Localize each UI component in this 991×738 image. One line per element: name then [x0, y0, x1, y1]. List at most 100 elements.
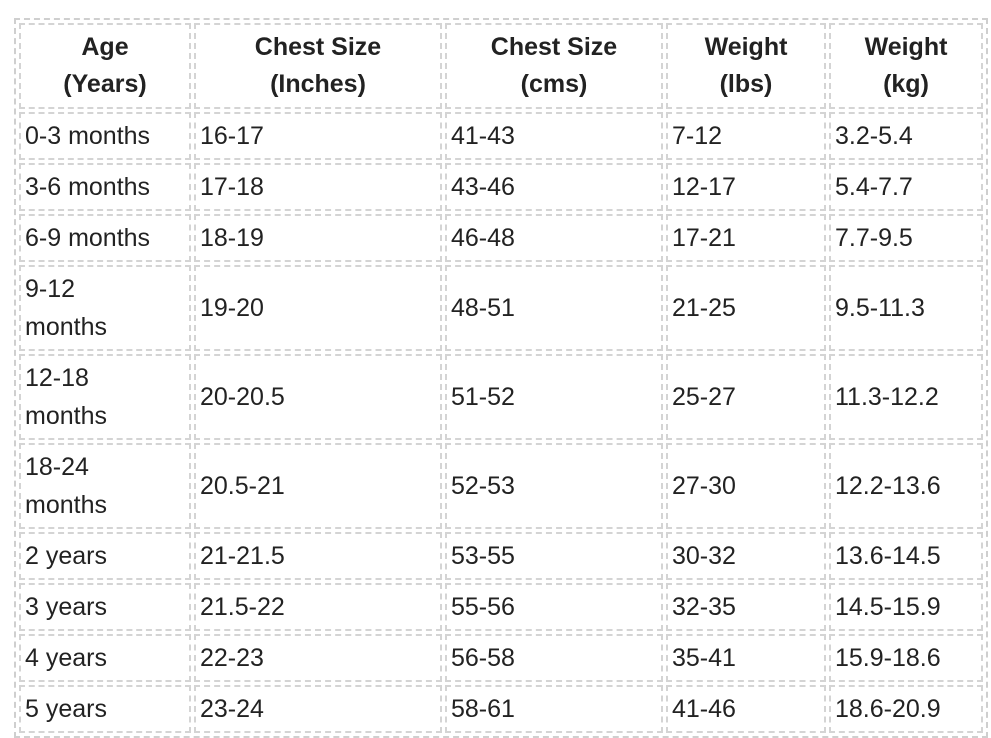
table-cell: 35-41: [666, 634, 826, 682]
cell-text: 35-41: [672, 644, 736, 672]
cell-text: 13.6-14.5: [835, 542, 941, 570]
cell-text: 12-18 months: [25, 364, 107, 430]
table-cell: 43-46: [445, 163, 663, 211]
cell-text: 15.9-18.6: [835, 644, 941, 672]
cell-text: 58-61: [451, 695, 515, 723]
table-cell: 12-17: [666, 163, 826, 211]
table-cell: 0-3 months: [19, 112, 191, 160]
table-row: 6-9 months 18-19 46-48 17-21 7.7-9.5: [19, 214, 983, 262]
table-row: 4 years 22-23 56-58 35-41 15.9-18.6: [19, 634, 983, 682]
header-text: Age: [81, 33, 129, 61]
table-cell: 32-35: [666, 583, 826, 631]
table-cell: 7-12: [666, 112, 826, 160]
table-cell: 27-30: [666, 443, 826, 529]
table-row: 0-3 months 16-17 41-43 7-12 3.2-5.4: [19, 112, 983, 160]
table-cell: 7.7-9.5: [829, 214, 983, 262]
header-cell: Chest Size (cms): [445, 23, 663, 109]
cell-text: 27-30: [672, 472, 736, 500]
cell-text: 12.2-13.6: [835, 472, 941, 500]
table-cell: 9.5-11.3: [829, 265, 983, 351]
cell-text: 9-12 months: [25, 275, 107, 341]
table-cell: 17-21: [666, 214, 826, 262]
table-cell: 18-19: [194, 214, 442, 262]
cell-text: 41-43: [451, 122, 515, 150]
cell-text: 25-27: [672, 383, 736, 411]
table-cell: 12.2-13.6: [829, 443, 983, 529]
cell-text: 12-17: [672, 173, 736, 201]
cell-text: 4 years: [25, 644, 107, 672]
table-cell: 20-20.5: [194, 354, 442, 440]
table-row: 9-12 months 19-20 48-51 21-25 9.5-11.3: [19, 265, 983, 351]
table-cell: 21.5-22: [194, 583, 442, 631]
table-body: 0-3 months 16-17 41-43 7-12 3.2-5.4 3-6 month…: [19, 112, 983, 733]
table-cell: 15.9-18.6: [829, 634, 983, 682]
table-cell: 41-46: [666, 685, 826, 733]
table-cell: 52-53: [445, 443, 663, 529]
header-text: (kg): [883, 70, 929, 98]
table-row: 3-6 months 17-18 43-46 12-17 5.4-7.7: [19, 163, 983, 211]
cell-text: 21-25: [672, 294, 736, 322]
cell-text: 46-48: [451, 224, 515, 252]
table-cell: 21-21.5: [194, 532, 442, 580]
cell-text: 11.3-12.2: [835, 383, 939, 411]
table-cell: 14.5-15.9: [829, 583, 983, 631]
table-row: 5 years 23-24 58-61 41-46 18.6-20.9: [19, 685, 983, 733]
cell-text: 17-21: [672, 224, 736, 252]
table-cell: 4 years: [19, 634, 191, 682]
table-cell: 48-51: [445, 265, 663, 351]
cell-text: 19-20: [200, 294, 264, 322]
cell-text: 52-53: [451, 472, 515, 500]
cell-text: 2 years: [25, 542, 107, 570]
table-cell: 23-24: [194, 685, 442, 733]
cell-text: 18-19: [200, 224, 264, 252]
cell-text: 56-58: [451, 644, 515, 672]
header-text: (lbs): [719, 70, 773, 98]
cell-text: 7-12: [672, 122, 723, 150]
cell-text: 5 years: [25, 695, 107, 723]
table-cell: 12-18 months: [19, 354, 191, 440]
header-text: Weight: [864, 33, 948, 61]
cell-text: 23-24: [200, 695, 264, 723]
header-cell: Chest Size (Inches): [194, 23, 442, 109]
cell-text: 0-3 months: [25, 122, 151, 150]
header-cell: Weight (kg): [829, 23, 983, 109]
header-row: Age (Years) Chest Size (Inches) Chest Size (c…: [19, 23, 983, 109]
cell-text: 3.2-5.4: [835, 122, 913, 150]
cell-text: 21.5-22: [200, 593, 285, 621]
size-table: Age (Years) Chest Size (Inches) Chest Size (c…: [14, 18, 988, 738]
table-cell: 5.4-7.7: [829, 163, 983, 211]
table-row: 18-24 months 20.5-21 52-53 27-30 12.2-13.6: [19, 443, 983, 529]
table-cell: 58-61: [445, 685, 663, 733]
table-cell: 21-25: [666, 265, 826, 351]
table-row: 3 years 21.5-22 55-56 32-35 14.5-15.9: [19, 583, 983, 631]
cell-text: 41-46: [672, 695, 736, 723]
cell-text: 51-52: [451, 383, 515, 411]
table-cell: 17-18: [194, 163, 442, 211]
table-cell: 30-32: [666, 532, 826, 580]
header-text: Weight: [704, 33, 788, 61]
table-cell: 46-48: [445, 214, 663, 262]
table-cell: 22-23: [194, 634, 442, 682]
table-cell: 51-52: [445, 354, 663, 440]
table-cell: 18.6-20.9: [829, 685, 983, 733]
header-text: (Years): [63, 70, 147, 98]
table-cell: 19-20: [194, 265, 442, 351]
cell-text: 43-46: [451, 173, 515, 201]
cell-text: 6-9 months: [25, 224, 151, 252]
table-cell: 3-6 months: [19, 163, 191, 211]
header-text: (Inches): [270, 70, 366, 98]
table-row: 12-18 months 20-20.5 51-52 25-27 11.3-12.2: [19, 354, 983, 440]
table-cell: 5 years: [19, 685, 191, 733]
table-row: 2 years 21-21.5 53-55 30-32 13.6-14.5: [19, 532, 983, 580]
cell-text: 17-18: [200, 173, 264, 201]
table-cell: 25-27: [666, 354, 826, 440]
table-cell: 2 years: [19, 532, 191, 580]
table-cell: 56-58: [445, 634, 663, 682]
cell-text: 16-17: [200, 122, 264, 150]
cell-text: 20-20.5: [200, 383, 285, 411]
cell-text: 53-55: [451, 542, 515, 570]
table-cell: 20.5-21: [194, 443, 442, 529]
cell-text: 3 years: [25, 593, 107, 621]
cell-text: 3-6 months: [25, 173, 151, 201]
table-cell: 53-55: [445, 532, 663, 580]
